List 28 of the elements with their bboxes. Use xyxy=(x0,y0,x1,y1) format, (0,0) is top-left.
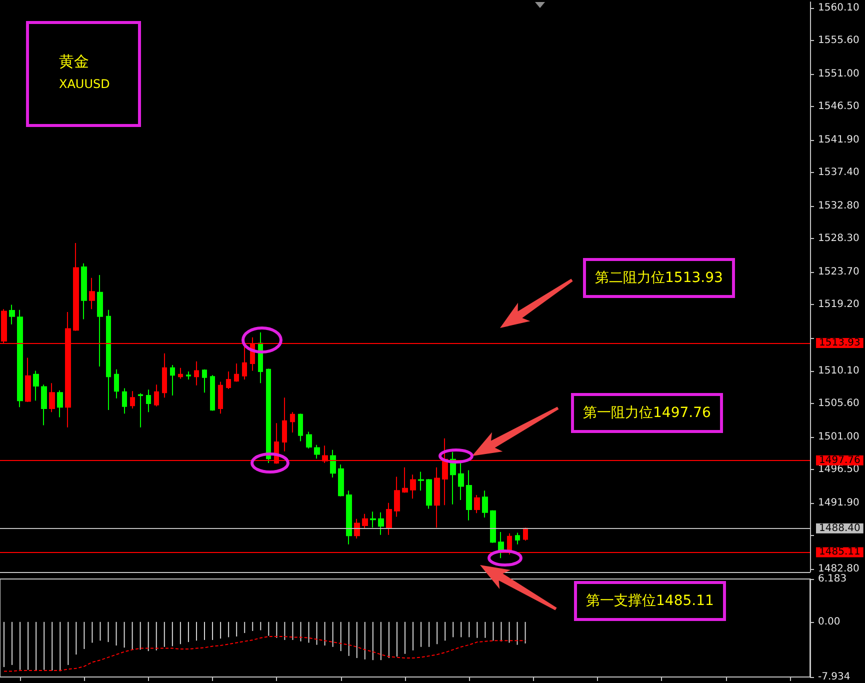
y-tick-label: -7.934 xyxy=(818,672,850,682)
y-tick-label: 6.183 xyxy=(818,574,847,584)
y-tick-label: 1537.40 xyxy=(818,167,860,178)
y-tick-label: 1555.60 xyxy=(818,34,860,46)
y-tick-label: 1523.70 xyxy=(818,266,860,278)
text: 黄金 xyxy=(59,52,89,70)
y-tick-label: 1546.50 xyxy=(818,101,860,112)
y-tick-label: 1532.80 xyxy=(818,200,860,212)
ref-line-label: 1513.93 xyxy=(819,338,860,348)
ref-line-label: 1497.76 xyxy=(819,454,860,466)
y-tick-label: 1482.80 xyxy=(818,564,860,574)
y-tick-label: 1528.30 xyxy=(818,233,860,244)
y-tick-label: 1551.00 xyxy=(818,68,860,80)
text: XAUUSD xyxy=(59,77,110,91)
y-tick-label: 1510.10 xyxy=(818,365,860,376)
y-tick-label: 1501.00 xyxy=(818,431,860,442)
y-tick-label: 1496.50 xyxy=(818,464,860,476)
annotation: 第一阻力位1497.76 xyxy=(571,393,723,433)
y-tick-label: 1505.60 xyxy=(818,398,860,409)
y-tick-label: 1541.90 xyxy=(818,134,860,146)
y-tick-label: 1491.90 xyxy=(818,497,860,508)
annotation: 第一支撑位1485.11 xyxy=(574,581,726,621)
annotation: 第二阻力位1513.93 xyxy=(583,258,735,298)
y-tick-label: 0.00 xyxy=(818,616,840,628)
ref-line-label: 1488.40 xyxy=(819,522,860,534)
ref-line-label: 1485.11 xyxy=(819,546,860,558)
y-tick-label: 1519.20 xyxy=(818,299,860,310)
y-tick-label: 1560.10 xyxy=(818,2,860,14)
